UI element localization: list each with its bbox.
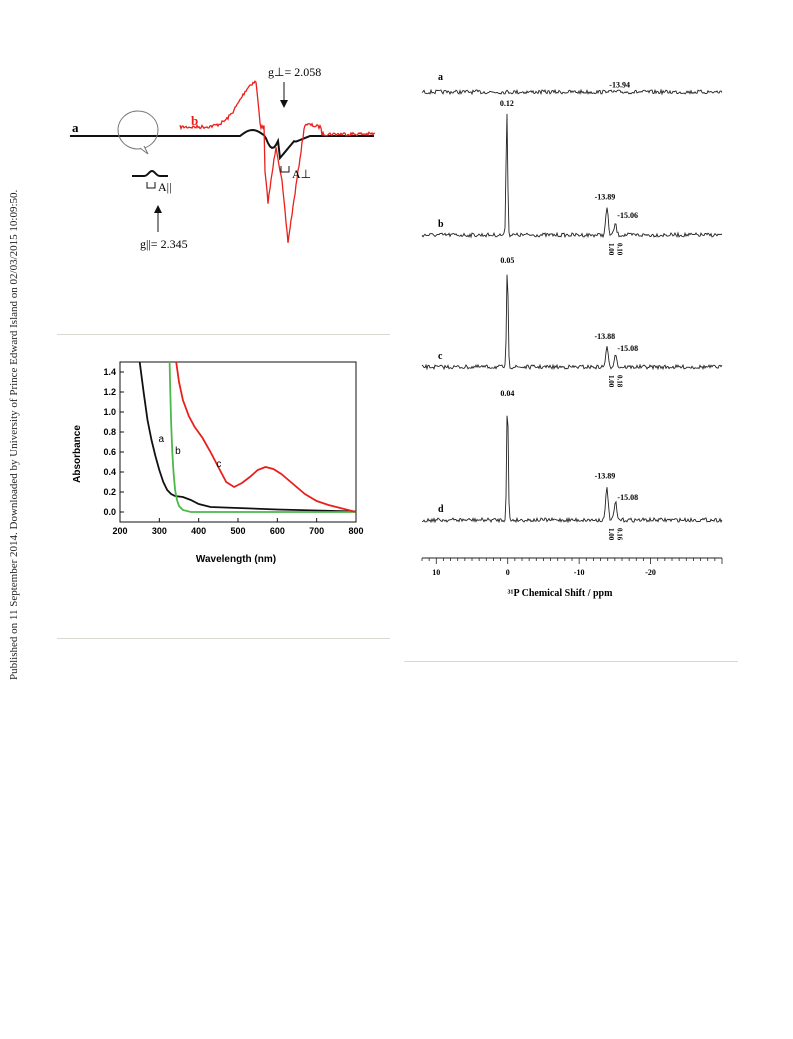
epr-g-perp-label: g⊥= 2.058 [268,65,321,79]
uv-curve-label-a: a [159,434,165,445]
nmr-spectrum-label: c [438,351,443,362]
uv-y-tick-label: 0.6 [103,447,116,457]
uv-x-tick-label: 700 [309,526,324,536]
rule-bottom-right [404,661,738,662]
nmr-peak-label: -15.08 [617,493,638,502]
nmr-integral-label: 1.00 [607,375,615,388]
nmr-peak-label: -13.94 [609,81,630,90]
nmr-x-tick-label: -20 [645,568,656,577]
uv-series-b [168,361,356,513]
nmr-peak-label: -13.89 [595,193,616,202]
uv-y-tick-label: 1.0 [103,407,116,417]
nmr-x-tick-label: 0 [506,568,510,577]
publication-side-note: Published on 11 September 2014. Download… [8,160,22,680]
uv-x-tick-label: 200 [112,526,127,536]
nmr-spectrum-label: a [438,72,443,83]
epr-g-par-arrowhead [154,205,162,213]
uv-vis-chart: 200 300 400 500 600 700 800 0.0 0.2 0.4 0.6 0.8 1.0 1… [72,361,364,565]
uv-x-tick-label: 400 [191,526,206,536]
epr-trace-b [179,80,376,243]
epr-label-b: b [191,113,198,128]
nmr-integral-label: 0.10 [615,243,623,256]
uv-x-tick-label: 500 [230,526,245,536]
epr-a-par-label: A|| [158,180,171,194]
nmr-integral-label: 1.00 [607,243,615,256]
uv-x-axis-label: Wavelength (nm) [196,554,276,565]
uv-y-axis-label: Absorbance [72,425,83,483]
epr-a-perp-label: A⊥ [292,167,311,181]
uv-y-tick-label: 1.4 [103,367,116,377]
nmr-trace-c [421,274,723,371]
nmr-integral-label: 0.18 [615,375,623,388]
uv-x-tick-label: 800 [348,526,363,536]
nmr-peak-label: -13.88 [595,332,616,341]
nmr-x-tick-label: 10 [432,568,440,577]
nmr-spectrum-label: b [438,219,444,230]
nmr-peak-label: -15.08 [617,344,638,353]
uv-y-tick-label: 0.8 [103,427,116,437]
uv-y-tick-label: 1.2 [103,387,116,397]
rule-bottom-left [57,638,390,639]
nmr-spectrum-c: c 0.05 -13.88-15.08 1.00 0.18 [421,256,723,388]
nmr-spectrum-a: a -13.94 [421,72,723,96]
epr-spectrum-figure: a b g⊥= 2.058 A⊥ A|| g||= 2.345 [70,65,376,251]
epr-g-perp-arrowhead [280,100,288,108]
uv-series-a [138,361,357,513]
nmr-x-axis-label: ³¹P Chemical Shift / ppm [508,588,614,599]
uv-series-c [175,361,357,513]
uv-x-tick-label: 300 [152,526,167,536]
uv-plot-frame [119,361,357,523]
nmr-spectrum-d: d 0.04 -13.89 -15.08 1.00 0.16 [421,389,723,541]
nmr-peak-label: 0.05 [500,256,514,265]
uv-y-tick-label: 0.2 [103,487,116,497]
epr-g-par-label: g||= 2.345 [140,237,188,251]
epr-magnifier-bubble [117,110,159,150]
uv-y-tick-label: 0.4 [103,467,116,477]
nmr-integral-label: 1.00 [607,528,615,541]
epr-label-a: a [72,120,79,135]
nmr-trace-a [421,88,723,96]
uv-curve-label-b: b [175,446,181,457]
nmr-spectrum-b: b 0.12 -13.89-15.06 1.00 0.10 [421,99,723,256]
nmr-integral-label: 0.16 [615,528,623,541]
nmr-peak-label: 0.12 [500,99,514,108]
uv-y-tick-label: 0.0 [103,507,116,517]
epr-inset-trace [132,169,168,177]
epr-trace-a [70,128,374,161]
rule-top-left [57,334,390,335]
nmr-peak-label: -13.89 [595,471,616,480]
uv-x-tick-label: 600 [270,526,285,536]
epr-a-perp-bracket [280,166,290,173]
nmr-trace-d [421,415,723,524]
epr-a-par-bracket [146,182,156,189]
uv-curve-label-c: c [216,459,221,470]
nmr-x-tick-label: -10 [574,568,585,577]
nmr-trace-b [421,113,723,239]
nmr-peak-label: -15.06 [617,211,638,220]
side-note-text: Published on 11 September 2014. Download… [8,189,20,680]
epr-magnifier-tail [139,145,149,155]
nmr-peak-label: 0.04 [500,389,514,398]
nmr-spectrum-label: d [438,504,444,515]
